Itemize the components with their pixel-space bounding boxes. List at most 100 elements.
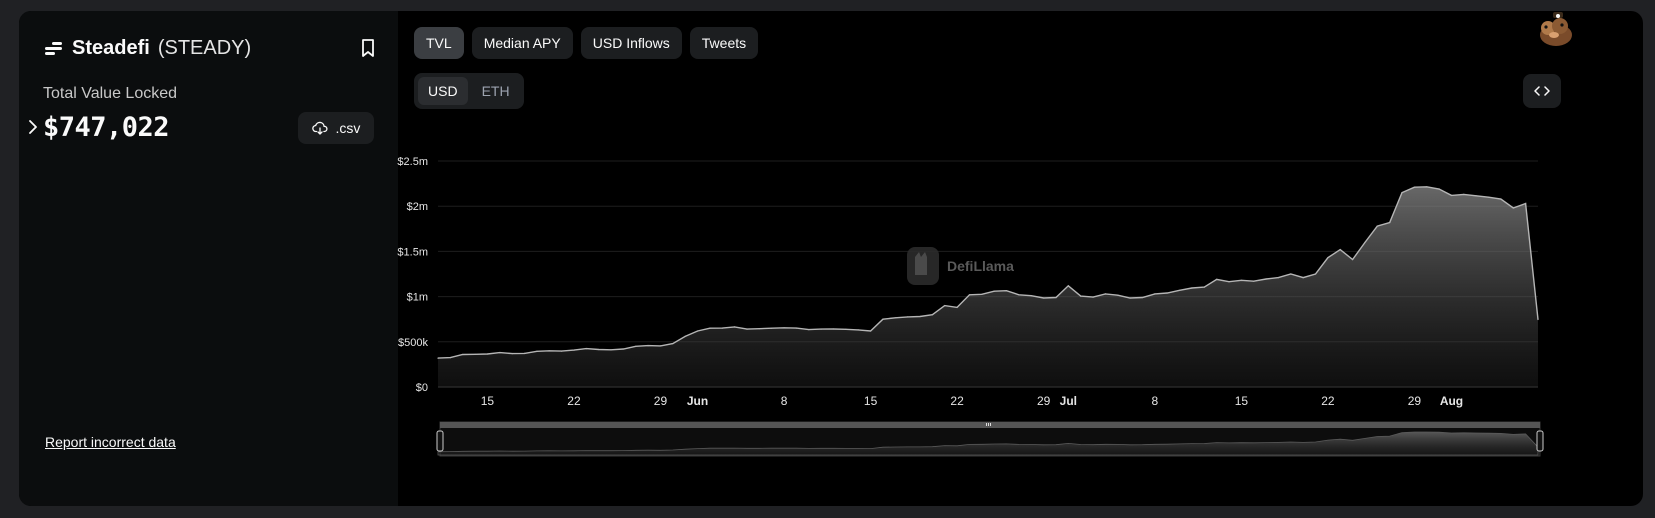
data-point — [1265, 278, 1267, 280]
data-point — [548, 350, 550, 352]
data-point — [1475, 195, 1477, 197]
watermark: DefiLlama — [907, 247, 1014, 285]
denomination-usd[interactable]: USD — [418, 77, 468, 105]
x-tick-label: 29 — [1408, 394, 1422, 408]
data-point — [449, 357, 451, 359]
data-point — [1500, 198, 1502, 200]
protocol-summary-sidebar: Steadefi (STEADY) Total Value Locked $74… — [19, 11, 398, 506]
data-point — [1277, 277, 1279, 279]
data-point — [536, 350, 538, 352]
data-point — [598, 348, 600, 351]
data-point — [931, 314, 934, 316]
protocol-symbol: (STEADY) — [157, 37, 252, 59]
data-point — [1327, 257, 1329, 259]
data-point — [1290, 273, 1292, 275]
data-point — [1216, 278, 1218, 280]
tvl-label: Total Value Locked — [43, 85, 178, 102]
data-point — [795, 327, 798, 329]
data-point — [907, 316, 909, 318]
denomination-toggle: USD ETH — [414, 73, 524, 109]
slider-track — [439, 421, 1541, 457]
slider-handle-right[interactable] — [1536, 430, 1544, 452]
y-tick-label: $1m — [407, 292, 428, 304]
data-point — [1030, 295, 1032, 297]
data-point — [511, 353, 513, 355]
data-point — [1018, 294, 1020, 296]
slider-preview-area — [437, 431, 1539, 456]
x-tick-label: 29 — [1037, 394, 1051, 408]
data-point — [585, 348, 587, 350]
tab-tweets[interactable]: Tweets — [689, 27, 759, 59]
y-tick-label: $2m — [407, 201, 428, 213]
data-point — [1389, 221, 1391, 224]
tvl-area — [438, 186, 1538, 387]
chevron-right-icon[interactable] — [27, 118, 39, 136]
embed-chart-button[interactable] — [1523, 74, 1561, 108]
data-point — [1043, 297, 1045, 299]
data-point — [1488, 196, 1490, 198]
tvl-value: $747,022 — [43, 112, 170, 143]
data-point — [1537, 318, 1539, 321]
report-incorrect-data-link[interactable]: Report incorrect data — [45, 434, 176, 450]
data-point — [647, 345, 649, 347]
data-point — [758, 328, 760, 330]
data-point — [659, 345, 662, 347]
x-tick-label: 15 — [1235, 394, 1249, 408]
data-point — [672, 343, 674, 345]
csv-label: .csv — [335, 120, 361, 136]
watermark-text: DefiLlama — [947, 258, 1014, 274]
x-tick-label: Aug — [1440, 394, 1463, 408]
data-point — [894, 317, 896, 319]
data-point — [523, 352, 526, 354]
bookmark-icon[interactable] — [359, 38, 377, 58]
x-tick-label: 29 — [654, 394, 668, 408]
range-slider[interactable] — [436, 421, 1544, 457]
slider-top-bar[interactable] — [440, 422, 1540, 428]
data-point — [1463, 193, 1465, 195]
y-tick-label: $1.5m — [397, 246, 428, 258]
data-point — [1339, 249, 1341, 251]
data-point — [1438, 188, 1440, 190]
slider-grip-icon[interactable] — [986, 423, 991, 426]
data-point — [820, 328, 822, 330]
tvl-line — [437, 186, 1539, 359]
data-point — [1352, 258, 1354, 261]
data-point — [709, 327, 711, 329]
y-tick-label: $2.5m — [397, 156, 428, 168]
y-tick-label: $500k — [398, 337, 428, 349]
data-point — [956, 306, 958, 308]
x-tick-label: Jun — [687, 394, 708, 408]
data-point — [1228, 281, 1230, 283]
data-point — [882, 318, 884, 320]
data-point — [1525, 202, 1527, 205]
data-point — [1512, 207, 1514, 209]
data-point — [1179, 289, 1181, 291]
x-tick-label: 22 — [1321, 394, 1335, 408]
data-point — [1055, 296, 1057, 299]
tab-median-apy[interactable]: Median APY — [471, 27, 573, 59]
tab-usd-inflows[interactable]: USD Inflows — [580, 27, 682, 59]
data-point — [573, 349, 575, 351]
data-point — [783, 327, 785, 329]
x-tick-label: 22 — [950, 394, 964, 408]
data-point — [1203, 286, 1205, 288]
data-point — [684, 335, 686, 337]
data-point — [1401, 192, 1403, 194]
data-point — [697, 330, 699, 332]
data-point — [845, 328, 847, 330]
denomination-eth[interactable]: ETH — [481, 83, 510, 99]
llama-avatar-icon[interactable] — [1536, 11, 1574, 47]
tab-tvl[interactable]: TVL — [414, 27, 464, 59]
y-tick-label: $0 — [416, 382, 428, 394]
data-point — [1253, 280, 1255, 282]
data-point — [919, 315, 921, 318]
defillama-logo-icon — [907, 247, 939, 285]
slider-handle-left[interactable] — [436, 430, 444, 452]
download-csv-button[interactable]: .csv — [298, 112, 374, 144]
data-point — [1314, 273, 1317, 275]
data-point — [1080, 295, 1082, 297]
data-point — [635, 345, 637, 347]
data-point — [1005, 290, 1008, 292]
data-point — [1067, 285, 1069, 287]
data-point — [808, 329, 810, 331]
